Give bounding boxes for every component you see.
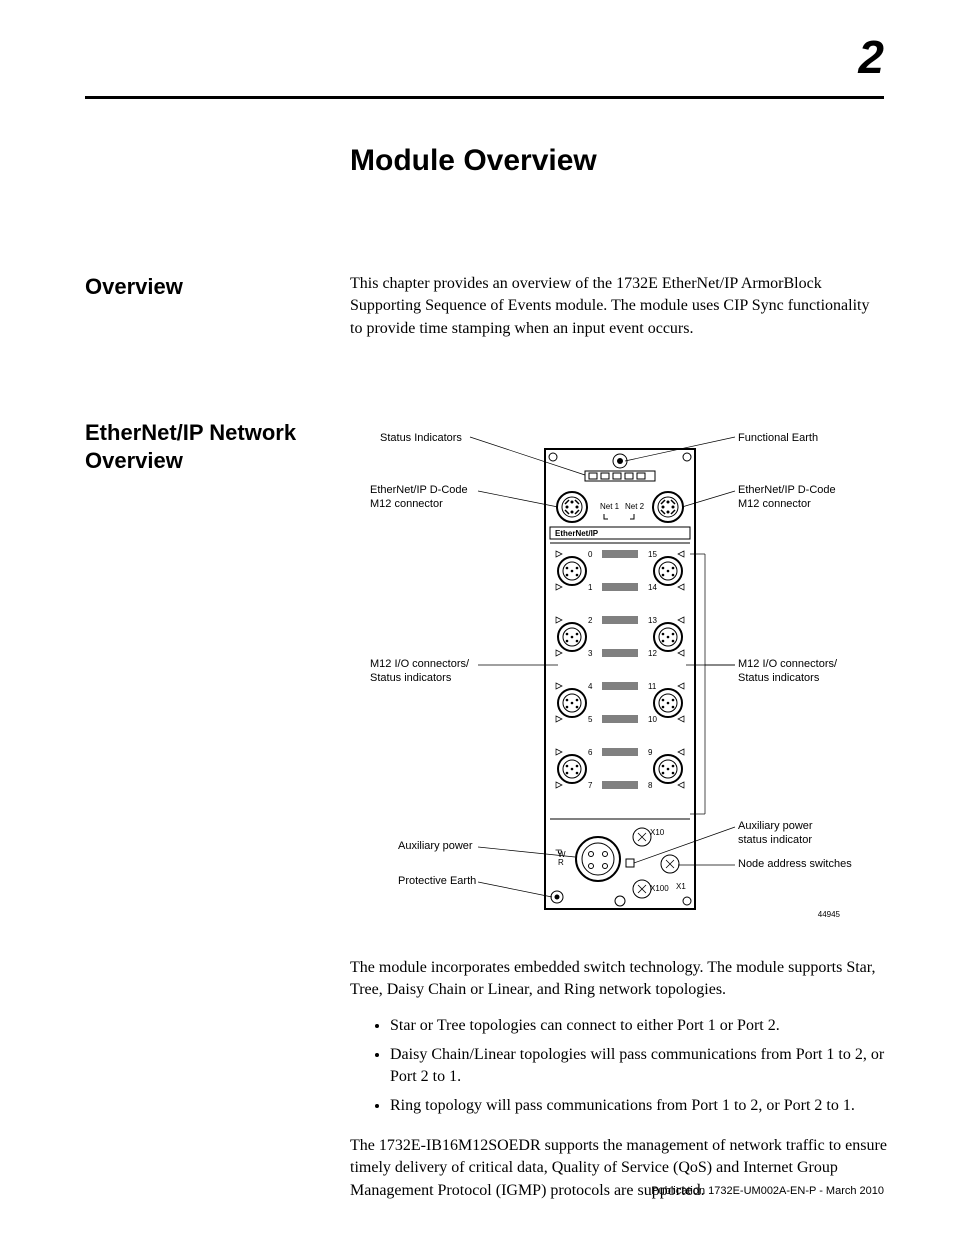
svg-text:EtherNet/IP: EtherNet/IP	[555, 529, 599, 538]
svg-text:X1: X1	[676, 882, 686, 891]
svg-text:5: 5	[588, 715, 593, 724]
svg-text:M12 connector: M12 connector	[738, 498, 811, 510]
svg-text:Status indicators: Status indicators	[738, 672, 820, 684]
svg-text:Node address switches: Node address switches	[738, 858, 852, 870]
svg-text:Functional Earth: Functional Earth	[738, 432, 818, 444]
svg-text:R: R	[558, 858, 564, 867]
svg-text:1: 1	[588, 583, 593, 592]
svg-text:M12 connector: M12 connector	[370, 498, 443, 510]
svg-text:X100: X100	[650, 884, 669, 893]
svg-text:Auxiliary power: Auxiliary power	[398, 840, 473, 852]
svg-text:9: 9	[648, 748, 653, 757]
svg-text:Status Indicators: Status Indicators	[380, 432, 462, 444]
svg-text:0: 0	[588, 550, 593, 559]
svg-text:11: 11	[648, 682, 657, 691]
svg-text:2: 2	[588, 616, 593, 625]
svg-text:7: 7	[588, 781, 593, 790]
svg-text:8: 8	[648, 781, 653, 790]
svg-text:M12 I/O connectors/: M12 I/O connectors/	[738, 658, 838, 670]
svg-text:6: 6	[588, 748, 593, 757]
svg-text:Auxiliary power: Auxiliary power	[738, 820, 813, 832]
chapter-number: 2	[85, 30, 884, 84]
svg-text:12: 12	[648, 649, 657, 658]
svg-text:M12 I/O connectors/: M12 I/O connectors/	[370, 658, 470, 670]
svg-text:Net 1: Net 1	[600, 502, 620, 511]
overview-body: This chapter provides an overview of the…	[350, 273, 884, 340]
svg-text:Net 2: Net 2	[625, 502, 645, 511]
section-heading-overview: Overview	[85, 273, 325, 354]
network-body-1: The module incorporates embedded switch …	[350, 957, 890, 1002]
topology-bullets: Star or Tree topologies can connect to e…	[390, 1015, 890, 1117]
header-rule	[85, 96, 884, 99]
svg-text:status indicator: status indicator	[738, 834, 812, 846]
svg-text:3: 3	[588, 649, 593, 658]
section-network: EtherNet/IP Network Overview	[85, 419, 884, 1216]
svg-text:44945: 44945	[818, 910, 841, 919]
bullet-item: Daisy Chain/Linear topologies will pass …	[390, 1044, 890, 1089]
section-heading-network: EtherNet/IP Network Overview	[85, 419, 325, 1216]
section-overview: Overview This chapter provides an overvi…	[85, 273, 884, 354]
svg-text:4: 4	[588, 682, 593, 691]
svg-text:EtherNet/IP D-Code: EtherNet/IP D-Code	[738, 484, 836, 496]
bullet-item: Ring topology will pass communications f…	[390, 1095, 890, 1117]
svg-text:15: 15	[648, 550, 657, 559]
svg-text:Protective Earth: Protective Earth	[398, 875, 476, 887]
module-diagram: Net 1 Net 2 EtherNet/IP 0 15 1 14 2 13 3 12 4 11 5…	[350, 419, 890, 936]
svg-text:14: 14	[648, 583, 657, 592]
bullet-item: Star or Tree topologies can connect to e…	[390, 1015, 890, 1037]
svg-text:X10: X10	[650, 828, 665, 837]
chapter-title: Module Overview	[350, 144, 884, 178]
svg-text:Status indicators: Status indicators	[370, 672, 452, 684]
svg-text:10: 10	[648, 715, 657, 724]
svg-text:13: 13	[648, 616, 657, 625]
svg-text:EtherNet/IP D-Code: EtherNet/IP D-Code	[370, 484, 468, 496]
publication-footer: Publication 1732E-UM002A-EN-P - March 20…	[651, 1185, 884, 1197]
